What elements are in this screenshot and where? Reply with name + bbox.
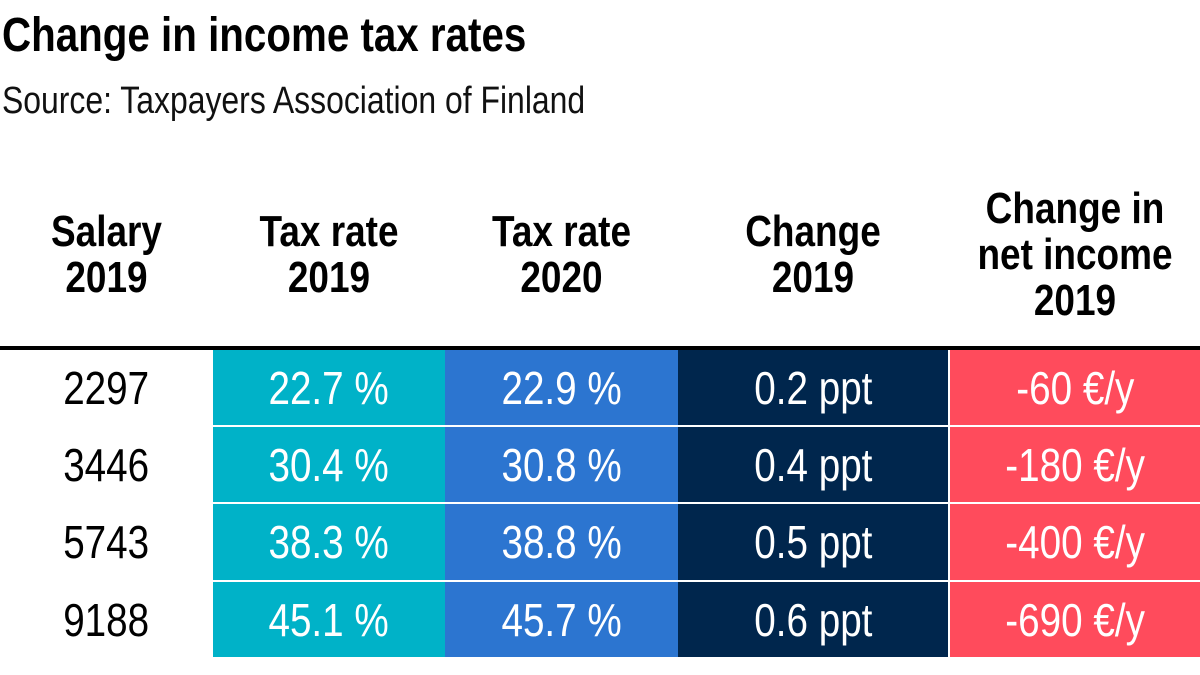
table-cell: 0.6 ppt: [678, 582, 948, 657]
cell-value: -60 €/y: [1015, 361, 1135, 414]
cell-value: 38.3 %: [268, 516, 390, 568]
cell-value: 0.2 ppt: [753, 361, 873, 414]
cell-value: 45.1 %: [268, 593, 390, 646]
cell-value: -400 €/y: [1005, 516, 1145, 568]
table-cell: 0.4 ppt: [678, 427, 948, 502]
table-cell: 30.8 %: [445, 427, 678, 502]
table-cell: 0.2 ppt: [678, 350, 948, 425]
column-header: Change 2019: [678, 170, 948, 340]
table-cell: 22.9 %: [445, 350, 678, 425]
column-header-label: Tax rate 2020: [491, 207, 632, 302]
table-cell: -180 €/y: [950, 427, 1200, 502]
table-cell: -690 €/y: [950, 582, 1200, 657]
cell-value: 0.6 ppt: [753, 593, 873, 646]
table-cell: 2297: [0, 350, 213, 425]
column-header: Change in net income 2019: [950, 170, 1200, 340]
table-cell: 5743: [0, 504, 213, 580]
column-header: Tax rate 2020: [445, 170, 678, 340]
cell-value: 22.9 %: [501, 361, 622, 414]
table-cell: 22.7 %: [213, 350, 445, 425]
cell-value: 38.8 %: [501, 516, 622, 568]
cell-value: 9188: [63, 593, 150, 646]
cell-value: 22.7 %: [268, 361, 390, 414]
table-cell: -400 €/y: [950, 504, 1200, 580]
header-rule: [0, 346, 1200, 350]
column-header: Salary 2019: [0, 170, 213, 340]
cell-value: 45.7 %: [501, 593, 622, 646]
chart-title: Change in income tax rates: [2, 9, 527, 62]
column-header-label: Salary 2019: [51, 207, 162, 302]
column-header: Tax rate 2019: [213, 170, 445, 340]
cell-value: 3446: [63, 438, 150, 491]
column-header-label: Tax rate 2019: [259, 207, 399, 302]
cell-value: -690 €/y: [1005, 593, 1145, 646]
table-cell: 30.4 %: [213, 427, 445, 502]
cell-value: 30.8 %: [501, 438, 622, 491]
table-cell: 0.5 ppt: [678, 504, 948, 580]
cell-value: -180 €/y: [1005, 438, 1145, 491]
column-header-label: Change 2019: [745, 207, 881, 302]
table-cell: 38.8 %: [445, 504, 678, 580]
cell-value: 0.5 ppt: [753, 516, 873, 568]
table-cell: -60 €/y: [950, 350, 1200, 425]
table-cell: 45.7 %: [445, 582, 678, 657]
column-header-label: Change in net income 2019: [977, 184, 1173, 325]
table-cell: 45.1 %: [213, 582, 445, 657]
cell-value: 0.4 ppt: [753, 438, 873, 491]
cell-value: 5743: [63, 516, 150, 568]
chart-subtitle: Source: Taxpayers Association of Finland: [2, 80, 586, 122]
table-cell: 38.3 %: [213, 504, 445, 580]
cell-value: 30.4 %: [268, 438, 390, 491]
cell-value: 2297: [63, 361, 150, 414]
table-cell: 9188: [0, 582, 213, 657]
table-cell: 3446: [0, 427, 213, 502]
